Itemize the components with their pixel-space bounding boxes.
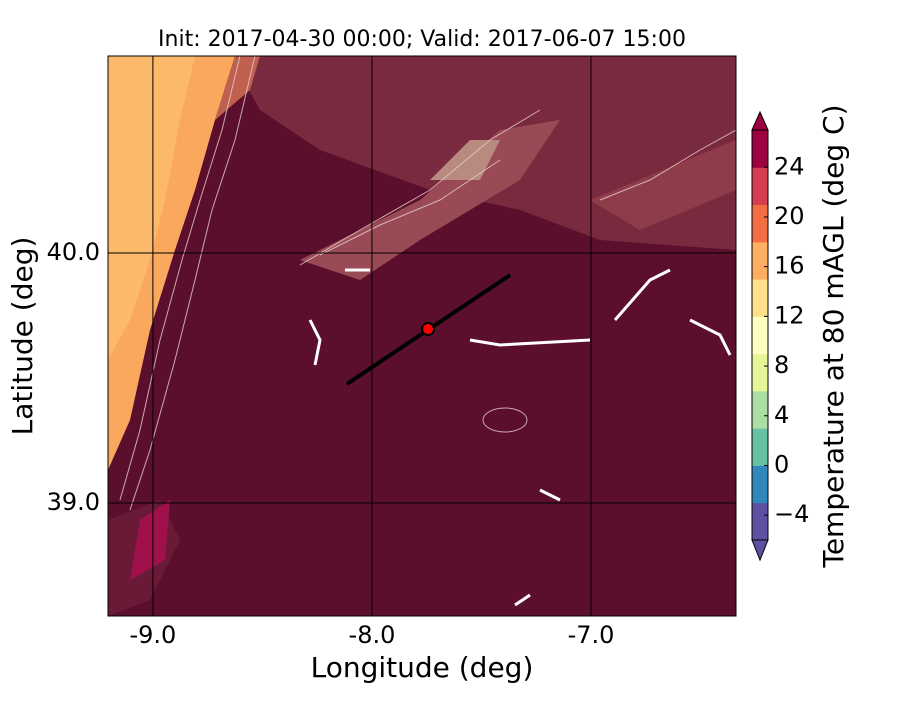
y-tick-label: 39.0 (47, 488, 100, 516)
colorbar-tick-label: 4 (774, 401, 789, 429)
site-marker (421, 322, 436, 336)
x-tick-label: -9.0 (129, 621, 176, 649)
colorbar-tick-label: 0 (774, 450, 789, 478)
colorbar-tick-label: 24 (774, 152, 805, 180)
plot-frame (107, 55, 737, 617)
colorbar-extend-low (751, 539, 769, 562)
colorbar-swatch (752, 130, 768, 168)
colorbar-swatch (752, 316, 768, 355)
graticule (108, 56, 736, 616)
colorbar-swatch (752, 353, 768, 392)
colorbar-swatch (752, 204, 768, 243)
colorbar-swatch (752, 241, 768, 280)
y-tick-label: 40.0 (47, 238, 100, 266)
colorbar-swatch (752, 167, 768, 206)
y-axis-label: Latitude (deg) (6, 237, 39, 436)
colorbar-tick-label: 16 (774, 252, 805, 280)
map-field (108, 56, 736, 616)
x-axis-label: Longitude (deg) (311, 651, 534, 684)
colorbar-tick-label: 20 (774, 202, 805, 230)
chart-title: Init: 2017-04-30 00:00; Valid: 2017-06-0… (158, 27, 686, 52)
colorbar-frame (751, 129, 769, 541)
colorbar-swatch (752, 428, 768, 466)
colorbar-swatch (752, 390, 768, 429)
colorbar-swatch (752, 279, 768, 317)
colorbar-extend-high (751, 110, 769, 131)
colorbar-tick-label: 8 (774, 351, 789, 379)
colorbar-swatch (752, 502, 768, 541)
colorbar-tick-label: 12 (774, 301, 805, 329)
colorbar-swatch (752, 465, 768, 504)
colorbar-tick-label: −4 (774, 500, 809, 528)
colorbar-label: Temperature at 80 mAGL (deg C) (817, 104, 850, 568)
x-tick-label: -8.0 (349, 621, 396, 649)
x-tick-label: -7.0 (568, 621, 615, 649)
